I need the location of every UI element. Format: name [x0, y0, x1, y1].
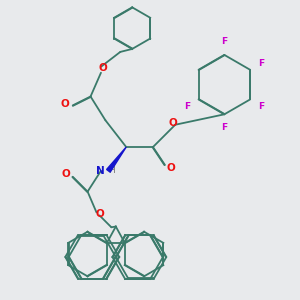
Polygon shape [106, 147, 126, 172]
Text: O: O [167, 163, 175, 173]
Text: F: F [221, 37, 227, 46]
Text: O: O [61, 99, 70, 109]
Text: O: O [95, 209, 104, 219]
Text: O: O [98, 63, 107, 73]
Text: F: F [184, 102, 190, 111]
Text: N: N [96, 166, 104, 176]
Text: F: F [259, 102, 265, 111]
Text: O: O [169, 118, 177, 128]
Text: O: O [62, 169, 70, 179]
Text: F: F [221, 123, 227, 132]
Text: F: F [259, 58, 265, 68]
Text: H: H [108, 166, 115, 175]
